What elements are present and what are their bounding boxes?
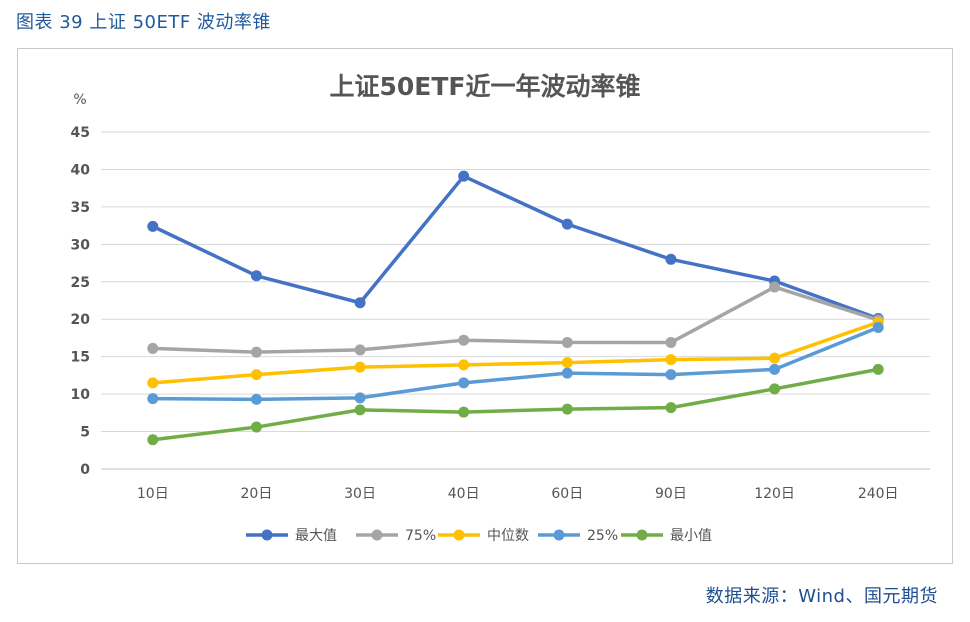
legend-marker	[636, 529, 648, 541]
data-point	[561, 403, 573, 415]
legend-item: 最小值	[621, 528, 712, 544]
data-point	[458, 334, 470, 346]
data-point	[769, 352, 781, 364]
data-point	[561, 357, 573, 369]
data-point	[458, 170, 470, 182]
y-tick-label: 15	[71, 350, 90, 366]
legend-label: 25%	[587, 528, 618, 544]
y-tick-label: 45	[71, 125, 90, 141]
data-point	[458, 377, 470, 389]
x-tick-label: 60日	[551, 486, 583, 502]
legend-label: 最大值	[295, 528, 337, 544]
x-tick-label: 20日	[241, 486, 273, 502]
y-tick-label: 35	[71, 200, 90, 216]
data-point	[769, 383, 781, 395]
data-point	[769, 281, 781, 293]
x-tick-label: 120日	[754, 486, 795, 502]
chart-frame: 上证50ETF近一年波动率锥 % 0 5 10 15 20 25 30 35 40 45 10日 2…	[17, 48, 953, 564]
y-tick-label: 25	[71, 275, 90, 291]
legend: 最大值 75% 中位数 25% 最小值	[246, 528, 712, 544]
data-point	[354, 361, 366, 373]
series-3	[147, 321, 884, 405]
data-point	[665, 369, 677, 381]
legend-marker	[261, 529, 273, 541]
series-4	[147, 363, 884, 446]
legend-label: 中位数	[487, 528, 529, 544]
series-line	[151, 174, 880, 321]
data-point	[147, 220, 159, 232]
y-tick-label: 5	[80, 425, 90, 441]
y-tick-label: 0	[80, 462, 90, 478]
series-2	[147, 316, 884, 389]
legend-item: 75%	[356, 528, 436, 544]
y-tick-labels: 0 5 10 15 20 25 30 35 40 45	[71, 125, 91, 478]
data-point	[354, 344, 366, 356]
data-point	[354, 404, 366, 416]
data-point	[665, 336, 677, 348]
data-point	[561, 336, 573, 348]
data-point	[561, 367, 573, 379]
x-tick-label: 10日	[137, 486, 169, 502]
chart-title: 上证50ETF近一年波动率锥	[330, 72, 641, 101]
legend-item: 中位数	[438, 528, 529, 544]
series-line	[151, 367, 880, 442]
data-point	[147, 393, 159, 405]
y-axis-unit-label: %	[73, 92, 86, 108]
data-point	[250, 393, 262, 405]
volatility-cone-chart: 上证50ETF近一年波动率锥 % 0 5 10 15 20 25 30 35 40 45 10日 2…	[71, 72, 930, 544]
series-line	[151, 285, 880, 354]
data-point	[665, 253, 677, 265]
series-line	[151, 325, 880, 402]
x-tick-labels: 10日 20日 30日 40日 60日 90日 120日 240日	[137, 486, 899, 502]
legend-item: 最大值	[246, 528, 337, 544]
data-point	[561, 218, 573, 230]
legend-label: 75%	[405, 528, 436, 544]
data-point	[354, 392, 366, 404]
y-tick-label: 30	[71, 237, 91, 253]
data-point	[250, 270, 262, 282]
figure-caption: 图表 39 上证 50ETF 波动率锥	[16, 12, 271, 33]
legend-label: 最小值	[670, 528, 712, 544]
data-point	[872, 363, 884, 375]
y-tick-label: 40	[71, 162, 91, 178]
data-point	[769, 363, 781, 375]
data-point	[458, 406, 470, 418]
x-tick-label: 40日	[448, 486, 480, 502]
legend-marker	[553, 529, 565, 541]
x-tick-label: 30日	[344, 486, 376, 502]
source-note: 数据来源：Wind、国元期货	[705, 586, 938, 607]
legend-marker	[371, 529, 383, 541]
series-lines	[147, 170, 884, 446]
data-point	[665, 402, 677, 414]
data-point	[665, 354, 677, 366]
data-point	[250, 369, 262, 381]
legend-item: 25%	[538, 528, 618, 544]
data-point	[872, 321, 884, 333]
legend-marker	[453, 529, 465, 541]
series-line	[151, 320, 880, 385]
series-0	[147, 170, 884, 324]
y-tick-label: 20	[71, 312, 91, 328]
data-point	[354, 297, 366, 309]
data-point	[147, 377, 159, 389]
data-point	[458, 359, 470, 371]
data-point	[250, 346, 262, 358]
data-point	[147, 342, 159, 354]
data-point	[147, 434, 159, 446]
data-point	[250, 421, 262, 433]
gridlines	[101, 131, 930, 470]
y-tick-label: 10	[71, 387, 91, 403]
x-tick-label: 90日	[655, 486, 687, 502]
x-tick-label: 240日	[858, 486, 899, 502]
